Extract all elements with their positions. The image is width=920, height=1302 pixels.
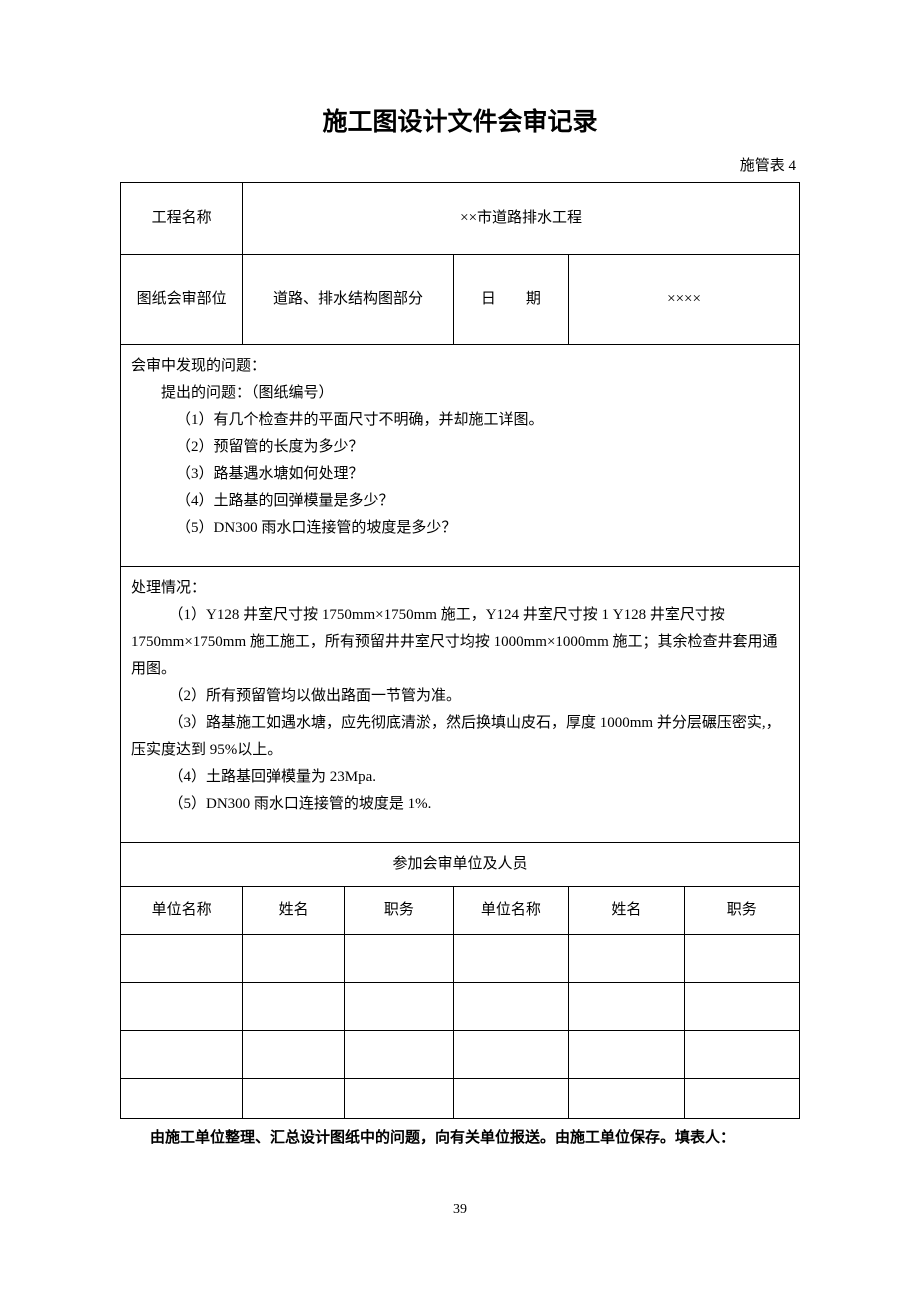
resolution-para: （5）DN300 雨水口连接管的坡度是 1%.: [131, 791, 789, 818]
col-name-2: 姓名: [569, 887, 684, 935]
form-table: 工程名称 ××市道路排水工程 图纸会审部位 道路、排水结构图部分 日 期 ×××…: [120, 182, 800, 1119]
issues-heading: 会审中发现的问题：: [131, 353, 789, 380]
resolution-para: （1）Y128 井室尺寸按 1750mm×1750mm 施工，Y124 井室尺寸…: [131, 602, 789, 683]
table-label: 施管表 4: [120, 153, 800, 180]
row-resolution: 处理情况： （1）Y128 井室尺寸按 1750mm×1750mm 施工，Y12…: [121, 567, 800, 843]
resolution-para: （4）土路基回弹模量为 23Mpa.: [131, 764, 789, 791]
col-name-1: 姓名: [243, 887, 345, 935]
issues-subheading: 提出的问题：（图纸编号）: [131, 380, 789, 407]
resolution-heading: 处理情况：: [131, 575, 789, 602]
row-participants-header: 参加会审单位及人员: [121, 843, 800, 887]
page-title: 施工图设计文件会审记录: [120, 100, 800, 145]
table-row: [121, 1079, 800, 1119]
resolution-para: （2）所有预留管均以做出路面一节管为准。: [131, 683, 789, 710]
participants-header: 参加会审单位及人员: [121, 843, 800, 887]
value-project: ××市道路排水工程: [243, 183, 800, 255]
col-unit-2: 单位名称: [453, 887, 568, 935]
col-unit-1: 单位名称: [121, 887, 243, 935]
resolution-para: （3）路基施工如遇水塘，应先彻底清淤，然后换填山皮石，厚度 1000mm 并分层…: [131, 710, 789, 764]
table-row: [121, 983, 800, 1031]
issues-block: 会审中发现的问题： 提出的问题：（图纸编号） （1）有几个检查井的平面尺寸不明确…: [121, 345, 800, 567]
issue-item: （5）DN300 雨水口连接管的坡度是多少？: [131, 515, 789, 542]
footnote: 由施工单位整理、汇总设计图纸中的问题，向有关单位报送。由施工单位保存。填表人：: [120, 1125, 800, 1152]
label-project: 工程名称: [121, 183, 243, 255]
page-number: 39: [120, 1197, 800, 1222]
row-issues: 会审中发现的问题： 提出的问题：（图纸编号） （1）有几个检查井的平面尺寸不明确…: [121, 345, 800, 567]
issue-item: （3）路基遇水塘如何处理？: [131, 461, 789, 488]
issue-item: （4）土路基的回弹模量是多少？: [131, 488, 789, 515]
row-project: 工程名称 ××市道路排水工程: [121, 183, 800, 255]
label-date: 日 期: [453, 255, 568, 345]
table-row: [121, 935, 800, 983]
resolution-block: 处理情况： （1）Y128 井室尺寸按 1750mm×1750mm 施工，Y12…: [121, 567, 800, 843]
value-part: 道路、排水结构图部分: [243, 255, 453, 345]
issue-item: （2）预留管的长度为多少？: [131, 434, 789, 461]
table-row: [121, 1031, 800, 1079]
col-role-1: 职务: [345, 887, 454, 935]
col-role-2: 职务: [684, 887, 799, 935]
row-part: 图纸会审部位 道路、排水结构图部分 日 期 ××××: [121, 255, 800, 345]
label-part: 图纸会审部位: [121, 255, 243, 345]
row-sub-headers: 单位名称 姓名 职务 单位名称 姓名 职务: [121, 887, 800, 935]
issue-item: （1）有几个检查井的平面尺寸不明确，并却施工详图。: [131, 407, 789, 434]
value-date: ××××: [569, 255, 800, 345]
